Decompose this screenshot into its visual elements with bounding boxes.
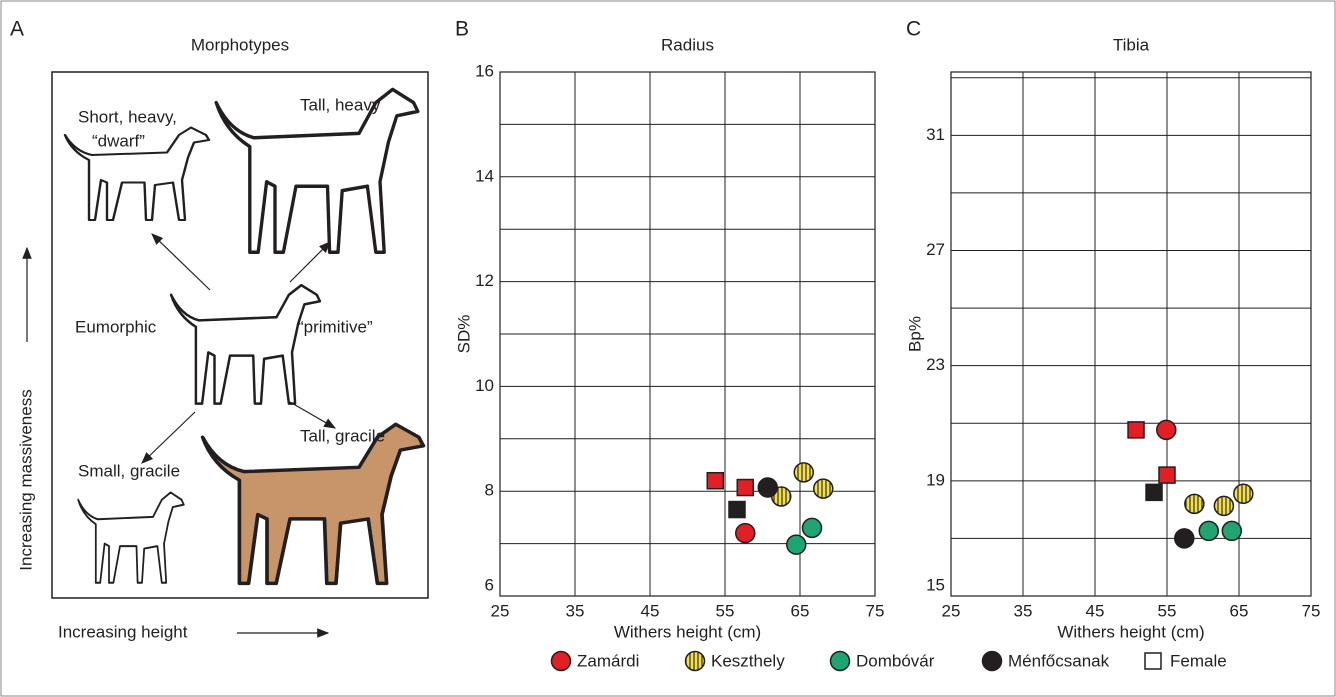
point-circle — [736, 524, 755, 543]
point-circle — [1214, 496, 1233, 515]
legend-label: Keszthely — [711, 651, 785, 670]
y-tick-label: 16 — [475, 61, 494, 80]
panel-letter: C — [906, 18, 921, 41]
point-circle — [814, 479, 833, 498]
x-tick-label: 35 — [1014, 601, 1033, 620]
chart-title: Radius — [661, 35, 714, 54]
legend-marker — [686, 652, 705, 671]
arrow — [152, 234, 210, 290]
y-tick-label: 27 — [926, 240, 945, 259]
legend-label: Dombóvár — [856, 651, 935, 670]
arrow — [290, 402, 335, 428]
morph-label: “primitive” — [298, 317, 373, 336]
legend-label: Zamárdi — [577, 651, 639, 670]
point-square — [1159, 467, 1175, 483]
figure: A Morphotypes Short, heavy, “dwarf” Tall… — [0, 0, 1336, 697]
x-axis-label: Withers height (cm) — [614, 622, 761, 641]
arrow — [142, 412, 195, 463]
x-tick-label: 45 — [1086, 601, 1105, 620]
dog-primitive — [171, 285, 320, 403]
point-circle — [1175, 529, 1194, 548]
x-tick-label: 25 — [491, 601, 510, 620]
x-tick-label: 65 — [791, 601, 810, 620]
point-square — [707, 473, 723, 489]
morph-label: Eumorphic — [75, 317, 157, 336]
panel-letter: A — [10, 18, 24, 41]
legend-label: Ménfőcsanak — [1008, 651, 1110, 670]
y-tick-label: 19 — [926, 470, 945, 489]
point-square — [1146, 484, 1162, 500]
point-circle — [1157, 420, 1176, 439]
panel-a: A Morphotypes Short, heavy, “dwarf” Tall… — [10, 18, 428, 642]
point-square — [737, 480, 753, 496]
morph-label: Short, heavy, — [78, 107, 177, 126]
x-tick-label: 65 — [1230, 601, 1249, 620]
legend-marker — [983, 652, 1002, 671]
x-tick-label: 35 — [566, 601, 585, 620]
legend-marker — [552, 652, 571, 671]
x-axis-label: Withers height (cm) — [1057, 622, 1204, 641]
point-circle — [1185, 494, 1204, 513]
point-circle — [1199, 521, 1218, 540]
x-tick-label: 75 — [866, 601, 885, 620]
panel-title: Morphotypes — [191, 35, 289, 54]
point-circle — [758, 478, 777, 497]
y-tick-label: 31 — [926, 125, 945, 144]
x-tick-label: 55 — [1158, 601, 1177, 620]
axis-label: Increasing height — [58, 622, 188, 641]
dog-tall-gracile — [203, 424, 424, 583]
plot-frame — [951, 72, 1311, 596]
point-circle — [1234, 484, 1253, 503]
morph-label: Tall, heavy — [300, 95, 381, 114]
legend-marker — [1145, 653, 1161, 669]
x-tick-label: 25 — [942, 601, 961, 620]
legend-marker — [831, 652, 850, 671]
y-tick-label: 15 — [926, 575, 945, 594]
point-circle — [787, 535, 806, 554]
x-tick-label: 55 — [716, 601, 735, 620]
legend-label: Female — [1170, 651, 1227, 670]
point-circle — [794, 463, 813, 482]
point-circle — [1222, 521, 1241, 540]
point-square — [729, 502, 745, 518]
morph-label: Tall, gracile — [300, 426, 385, 445]
y-tick-label: 8 — [485, 481, 494, 500]
x-tick-label: 45 — [641, 601, 660, 620]
chart-title: Tibia — [1113, 35, 1150, 54]
y-tick-label: 14 — [475, 166, 494, 185]
morph-label: Small, gracile — [78, 461, 180, 480]
x-tick-label: 75 — [1302, 601, 1321, 620]
axis-label: Increasing massiveness — [16, 389, 35, 570]
y-tick-label: 12 — [475, 271, 494, 290]
morph-label: “dwarf” — [92, 131, 145, 150]
arrow — [290, 242, 330, 282]
y-tick-label: 23 — [926, 355, 945, 374]
y-axis-label: Bp% — [905, 316, 924, 352]
point-square — [1128, 422, 1144, 438]
y-axis-label: SD% — [454, 315, 473, 354]
point-circle — [803, 518, 822, 537]
panel-letter: B — [455, 18, 469, 41]
y-tick-label: 6 — [485, 575, 494, 594]
y-tick-label: 10 — [475, 376, 494, 395]
dog-small-gracile — [78, 492, 184, 582]
